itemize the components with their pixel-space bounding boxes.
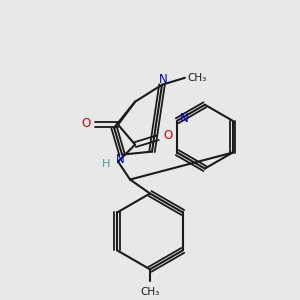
Text: CH₃: CH₃ xyxy=(187,73,206,83)
Text: CH₃: CH₃ xyxy=(140,287,160,297)
Text: N: N xyxy=(180,112,189,125)
Text: O: O xyxy=(163,129,172,142)
Text: H: H xyxy=(102,159,110,169)
Text: N: N xyxy=(159,73,167,86)
Text: O: O xyxy=(81,117,90,130)
Text: N: N xyxy=(116,153,124,166)
